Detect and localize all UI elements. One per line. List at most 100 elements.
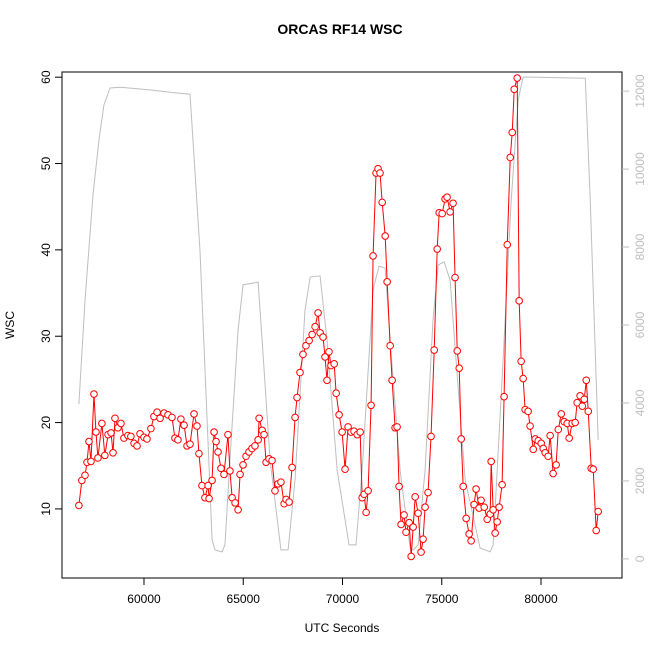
y2-tick-label: 8000	[633, 233, 647, 260]
data-point	[383, 278, 391, 286]
y2-tick-label: 4000	[633, 389, 647, 416]
data-point	[500, 392, 508, 401]
data-point	[117, 419, 125, 428]
data-point	[251, 442, 259, 450]
data-point	[515, 297, 523, 305]
data-point	[508, 128, 517, 137]
data-point	[75, 501, 83, 510]
data-point	[411, 493, 419, 501]
data-point	[546, 431, 554, 440]
data-point	[419, 535, 427, 543]
y-tick-label: 60	[39, 70, 53, 84]
data-point	[356, 428, 364, 436]
data-point	[319, 333, 327, 341]
data-point	[204, 481, 212, 490]
data-point	[524, 407, 532, 416]
data-point	[395, 482, 403, 491]
data-point	[127, 432, 135, 441]
y-tick-label: 50	[39, 157, 53, 171]
data-point	[417, 548, 425, 556]
data-point	[517, 357, 525, 366]
data-point	[397, 520, 405, 529]
data-point	[268, 456, 276, 465]
data-point	[487, 457, 495, 466]
data-point	[544, 452, 552, 461]
data-point	[186, 440, 194, 448]
data-point	[180, 421, 188, 429]
y2-tick-label: 12000	[633, 74, 647, 108]
data-point	[210, 428, 218, 436]
data-point	[271, 486, 279, 495]
data-point	[299, 350, 307, 359]
data-point	[212, 437, 220, 446]
data-point	[453, 347, 462, 355]
y-tick-label: 40	[39, 243, 53, 257]
data-point	[459, 482, 467, 491]
data-point	[308, 330, 316, 339]
data-point	[94, 454, 102, 462]
data-point	[594, 507, 602, 516]
data-point	[438, 209, 446, 218]
data-point	[208, 476, 216, 485]
data-point	[376, 169, 384, 177]
y-tick-label: 30	[39, 329, 53, 343]
data-point	[565, 434, 573, 442]
y2-tick-label: 6000	[633, 311, 647, 338]
data-point	[147, 424, 155, 433]
data-point	[98, 419, 106, 428]
data-point	[341, 465, 349, 474]
data-point	[338, 428, 346, 436]
data-point	[549, 469, 557, 478]
data-point	[526, 422, 534, 430]
data-point	[557, 410, 566, 418]
chart-title: ORCAS RF14 WSC	[277, 21, 402, 37]
data-point	[364, 486, 372, 495]
data-point	[92, 428, 100, 436]
data-point	[409, 523, 417, 531]
data-point	[451, 273, 459, 282]
data-point	[592, 526, 600, 535]
x-axis-label: UTC Seconds	[305, 621, 380, 635]
data-point	[254, 436, 262, 444]
data-point	[388, 376, 396, 385]
data-point	[433, 245, 441, 253]
x-tick-label: 65000	[227, 592, 261, 606]
data-point	[446, 208, 454, 216]
data-point	[214, 448, 222, 456]
data-point	[369, 252, 377, 260]
y-axis-label: WSC	[3, 311, 17, 339]
data-point	[335, 411, 343, 419]
data-point	[443, 193, 451, 202]
data-point	[277, 478, 285, 486]
data-point	[378, 198, 386, 207]
data-point	[472, 485, 480, 493]
data-point	[193, 422, 201, 430]
y2-tick-label: 0	[633, 555, 647, 562]
data-point	[367, 401, 375, 410]
altitude-line	[78, 76, 599, 553]
data-point	[465, 530, 473, 538]
data-line	[78, 77, 599, 557]
data-point	[513, 74, 521, 82]
data-point	[457, 435, 466, 443]
data-point	[133, 442, 141, 450]
data-point	[480, 503, 489, 511]
data-point	[111, 414, 119, 423]
data-point	[85, 437, 93, 446]
data-point	[285, 498, 293, 506]
data-point	[143, 435, 151, 443]
data-point	[582, 376, 591, 385]
data-point	[580, 395, 589, 404]
data-point	[584, 407, 593, 416]
data-point	[362, 508, 370, 517]
data-point	[168, 413, 176, 422]
data-point	[293, 393, 301, 402]
data-point	[381, 232, 389, 240]
data-point	[386, 341, 394, 350]
data-point	[81, 471, 89, 480]
data-point	[493, 518, 501, 526]
y2-tick-label: 10000	[633, 152, 647, 186]
data-point	[220, 470, 228, 479]
data-point	[589, 465, 598, 474]
